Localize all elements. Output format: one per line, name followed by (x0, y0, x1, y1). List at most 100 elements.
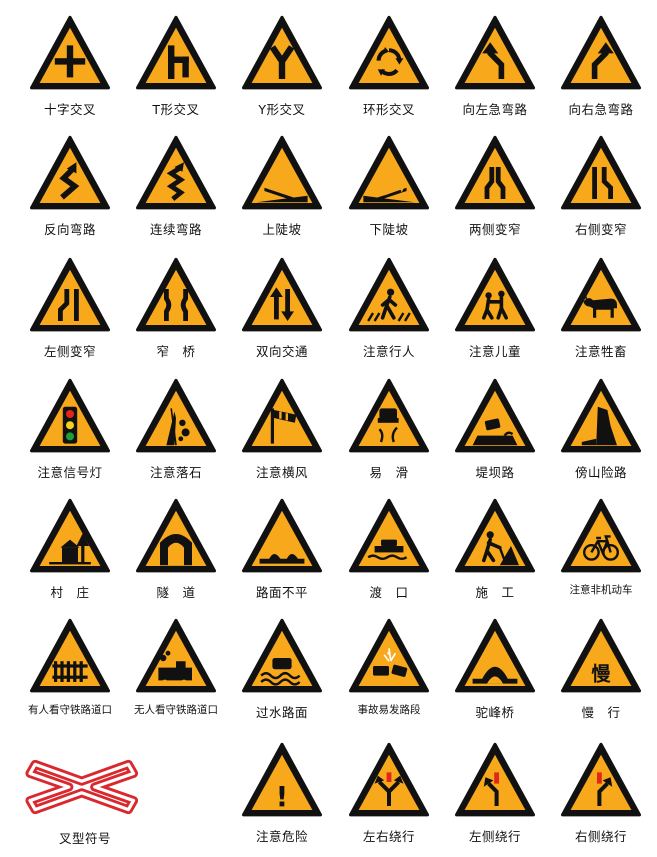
sign-falling-rocks: 注意落石 (121, 378, 231, 488)
sign-winding-road: 连续弯路 (121, 135, 231, 245)
sign-roundabout: 环形交叉 (334, 15, 444, 125)
sign-unguarded-railway-crossing: 无人看守铁路道口 (121, 618, 231, 728)
sign-label: 易 滑 (369, 465, 409, 480)
cross-symbol-icon (25, 759, 139, 815)
sign-narrow-bridge: 窄 桥 (121, 257, 231, 367)
hump-bridge-icon (455, 618, 535, 693)
sign-pedestrian: 注意行人 (334, 257, 444, 367)
keep-right-icon (561, 742, 641, 817)
livestock-icon (561, 257, 641, 332)
steep-descent-icon (349, 135, 429, 210)
sign-road-narrows-right: 右侧变窄 (546, 135, 656, 245)
sign-label: 注意危险 (255, 829, 308, 844)
winding-road-icon (136, 135, 216, 210)
sharp-left-curve-icon (455, 15, 535, 90)
roundabout-icon (349, 15, 429, 90)
ford-icon (242, 618, 322, 693)
sign-reverse-curve: 反向弯路 (15, 135, 125, 245)
sign-label: 驼峰桥 (475, 705, 515, 720)
danger-icon: ! (242, 742, 322, 817)
bicycle-icon (561, 498, 641, 573)
accident-prone-icon (349, 618, 429, 693)
crossroad-icon (30, 15, 110, 90)
sign-label: 注意行人 (362, 344, 415, 359)
sign-slippery-road: 易 滑 (334, 378, 444, 488)
ferry-icon (349, 498, 429, 573)
t-junction-icon (136, 15, 216, 90)
sign-label: 堤坝路 (475, 465, 515, 480)
sign-crosswind: 注意横风 (227, 378, 337, 488)
sign-label: 傍山险路 (574, 465, 627, 480)
sign-danger: ! 注意危险 (227, 742, 337, 852)
sign-guarded-railway-crossing: 有人看守铁路道口 (15, 618, 125, 728)
sign-label: 环形交叉 (362, 102, 415, 117)
sign-road-narrows-left: 左侧变窄 (15, 257, 125, 367)
sign-label: 渡 口 (369, 585, 409, 600)
narrow-bridge-icon (136, 257, 216, 332)
tunnel-icon (136, 498, 216, 573)
sign-label: 向左急弯路 (462, 102, 528, 117)
road-works-icon (455, 498, 535, 573)
sign-embankment-road: 堤坝路 (440, 378, 550, 488)
road-narrows-left-icon (30, 257, 110, 332)
sign-label: 连续弯路 (149, 222, 202, 237)
sign-label: 慢 行 (581, 705, 621, 720)
sign-keep-left: 左侧绕行 (440, 742, 550, 852)
sign-label: 两侧变窄 (468, 222, 521, 237)
sign-label: 左侧绕行 (468, 829, 521, 844)
slippery-road-icon (349, 378, 429, 453)
sign-steep-ascent: 上陡坡 (227, 135, 337, 245)
sign-tunnel: 隧 道 (121, 498, 231, 608)
sign-label: 路面不平 (255, 585, 308, 600)
two-way-traffic-icon (242, 257, 322, 332)
sign-sharp-left-curve: 向左急弯路 (440, 15, 550, 125)
sign-label: 村 庄 (50, 585, 90, 600)
sign-label: 左侧变窄 (43, 344, 96, 359)
sign-steep-descent: 下陡坡 (334, 135, 444, 245)
sharp-right-curve-icon (561, 15, 641, 90)
keep-left-icon (455, 742, 535, 817)
sign-ferry: 渡 口 (334, 498, 444, 608)
sign-traffic-light: 注意信号灯 (15, 378, 125, 488)
sign-label: 窄 桥 (156, 344, 196, 359)
sign-two-way-traffic: 双向交通 (227, 257, 337, 367)
sign-road-works: 施 工 (440, 498, 550, 608)
sign-label: 注意牲畜 (574, 344, 627, 359)
children-icon (455, 257, 535, 332)
sign-livestock: 注意牲畜 (546, 257, 656, 367)
sign-label: 注意非机动车 (569, 584, 633, 596)
sign-crossroad: 十字交叉 (15, 15, 125, 125)
sign-label: 过水路面 (255, 705, 308, 720)
sign-label: 反向弯路 (43, 222, 96, 237)
sign-label: 有人看守铁路道口 (28, 704, 112, 716)
steep-ascent-icon (242, 135, 322, 210)
sign-y-junction: Y形交叉 (227, 15, 337, 125)
sign-label: T形交叉 (152, 102, 200, 117)
sign-accident-prone: 事故易发路段 (334, 618, 444, 728)
sign-t-junction: T形交叉 (121, 15, 231, 125)
slow-icon: 慢 (561, 618, 641, 693)
traffic-light-icon (30, 378, 110, 453)
sign-label: 注意落石 (149, 465, 202, 480)
sign-label: Y形交叉 (258, 102, 306, 117)
sign-label: 注意儿童 (468, 344, 521, 359)
sign-label: 上陡坡 (262, 222, 302, 237)
sign-glyph: 慢 (591, 662, 611, 685)
embankment-road-icon (455, 378, 535, 453)
sign-label: 双向交通 (255, 344, 308, 359)
sign-label: 向右急弯路 (568, 102, 634, 117)
guarded-railway-crossing-icon (30, 618, 110, 693)
pedestrian-icon (349, 257, 429, 332)
y-junction-icon (242, 15, 322, 90)
sign-slow: 慢 慢 行 (546, 618, 656, 728)
sign-label: 左右绕行 (362, 829, 415, 844)
village-icon (30, 498, 110, 573)
uneven-road-icon (242, 498, 322, 573)
sign-keep-left-or-right: 左右绕行 (334, 742, 444, 852)
sign-keep-right: 右侧绕行 (546, 742, 656, 852)
sign-glyph: ! (276, 782, 288, 813)
sign-label: 事故易发路段 (357, 704, 421, 716)
sign-label: 注意信号灯 (37, 465, 103, 480)
sign-village: 村 庄 (15, 498, 125, 608)
